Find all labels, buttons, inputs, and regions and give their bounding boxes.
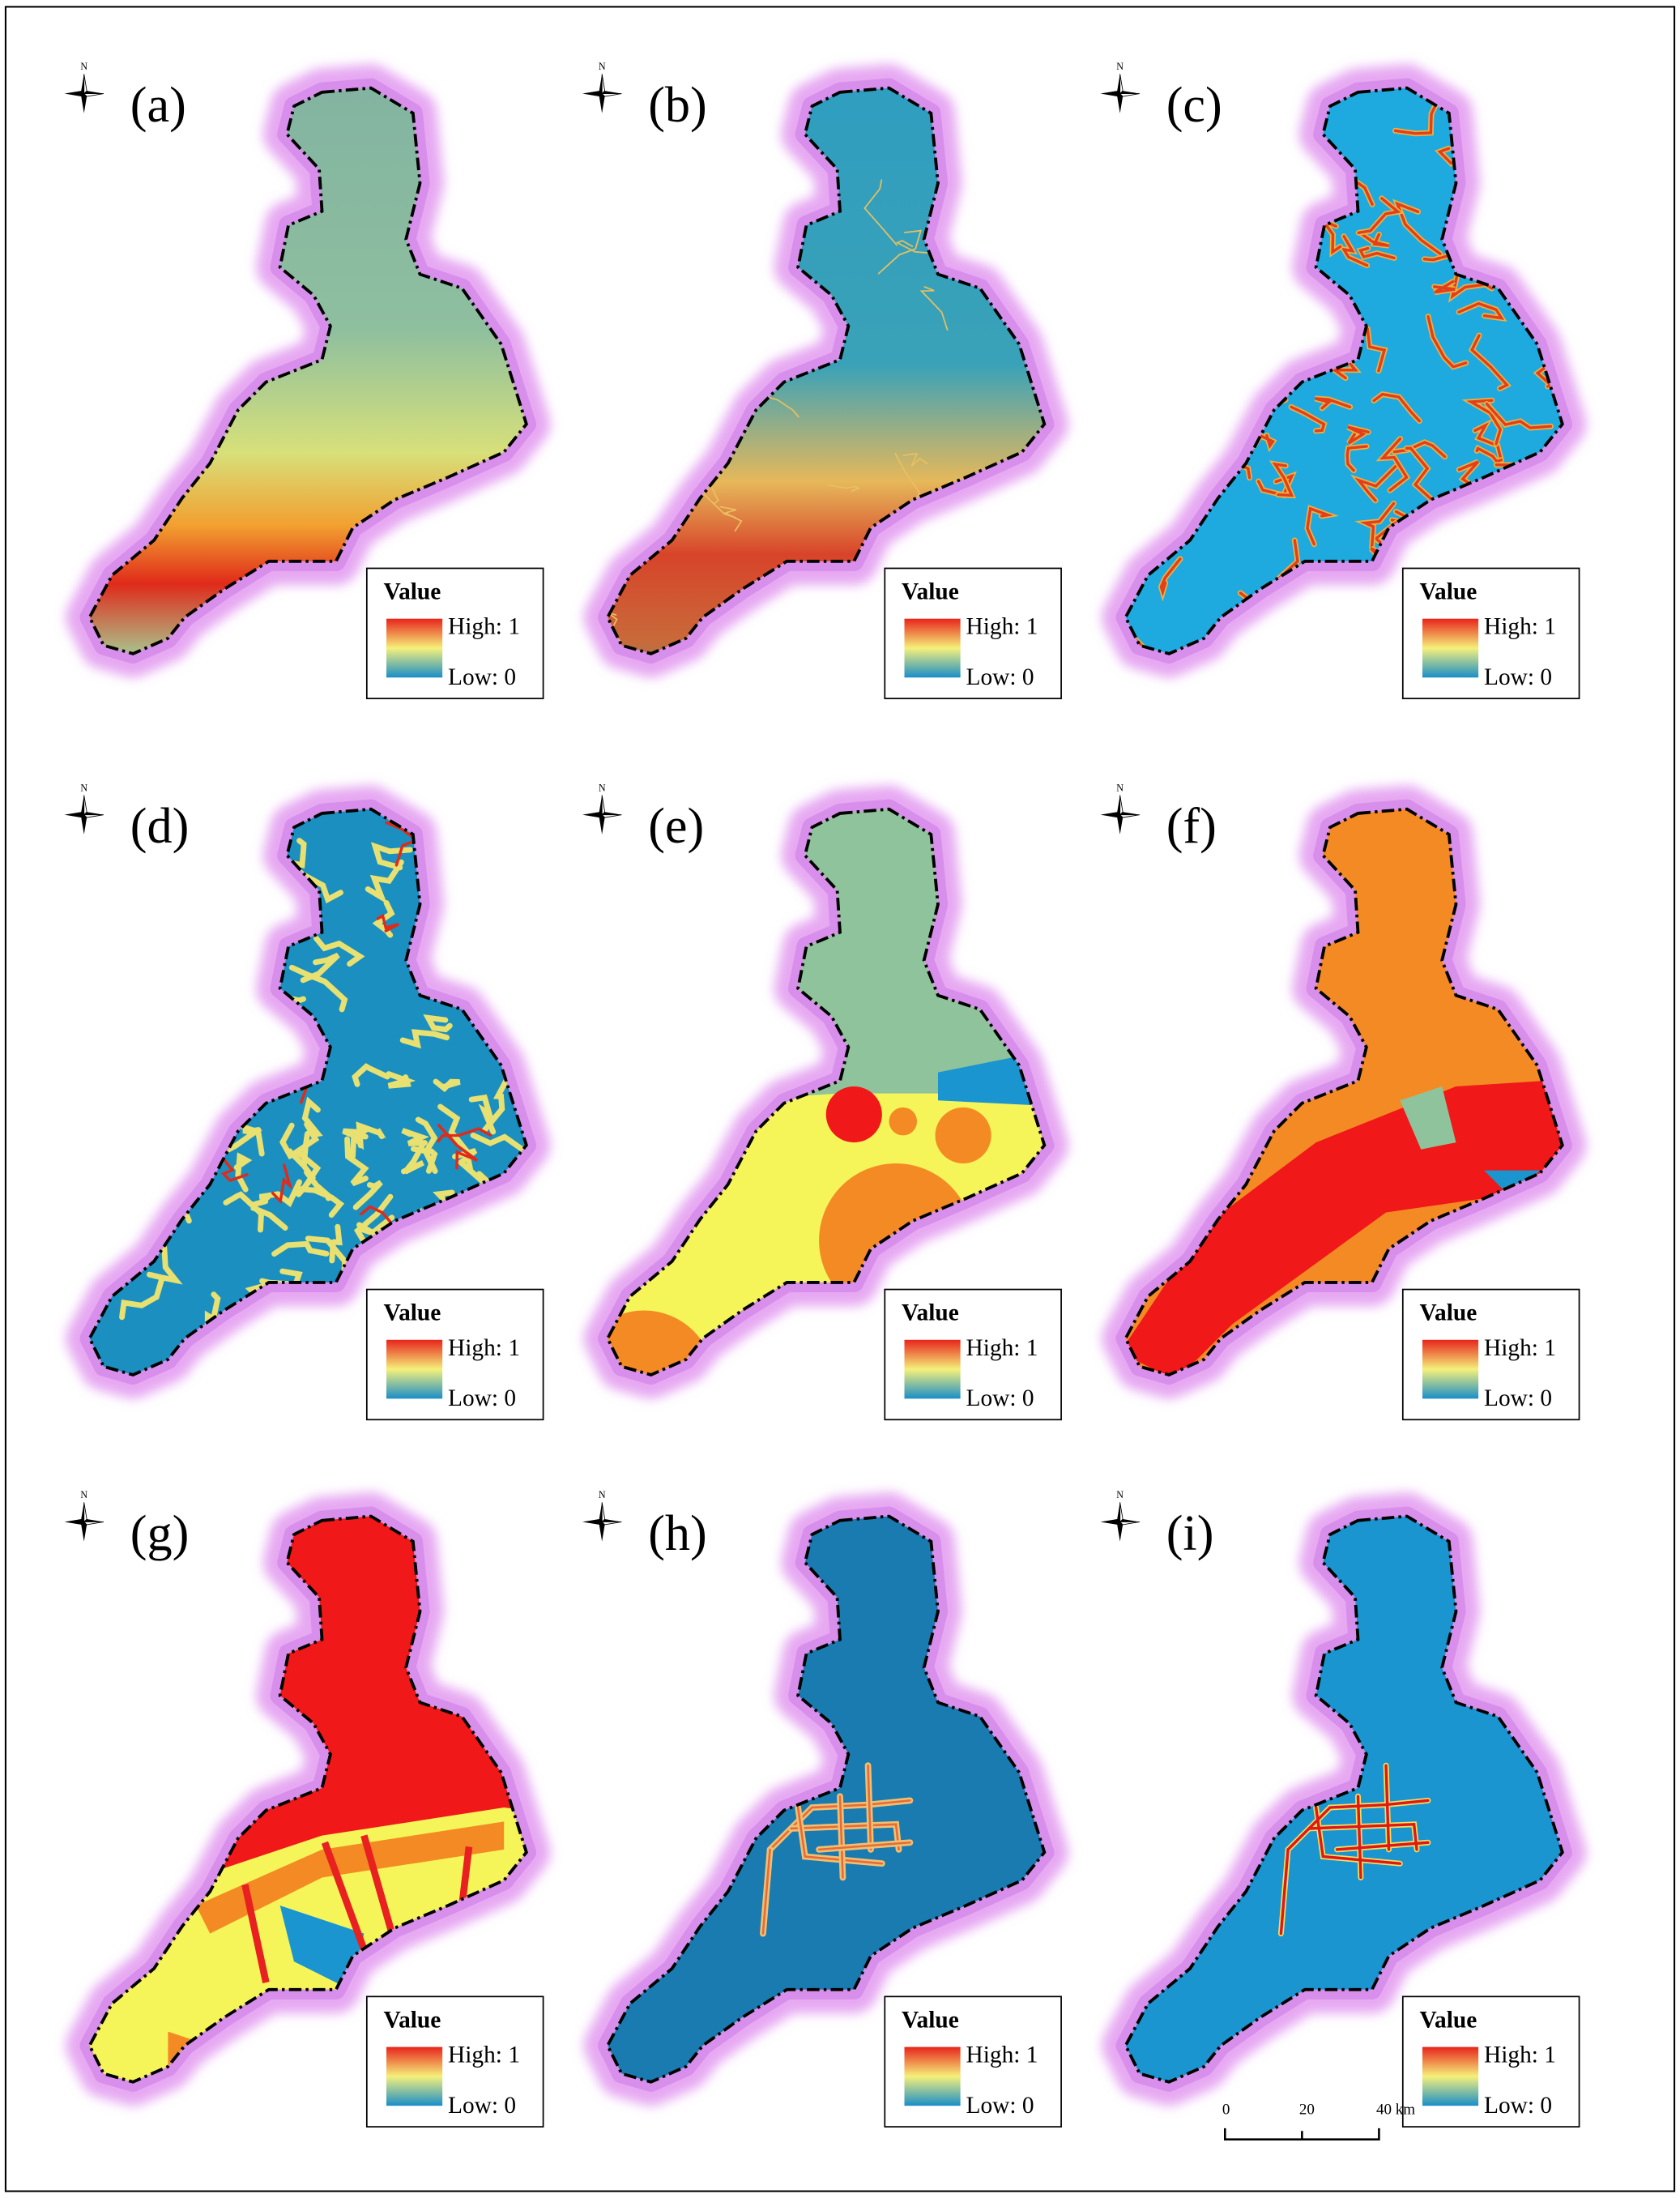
north-arrow: N (64, 61, 104, 113)
legend-ramp (1422, 618, 1479, 678)
legend-title: Value (384, 1300, 441, 1326)
boundary (605, 807, 1047, 1376)
legend: Value High: 1 Low: 0 (1401, 1288, 1580, 1421)
legend-low: Low: 0 (448, 2093, 516, 2119)
legend-title: Value (902, 2007, 959, 2033)
north-label: N (1116, 782, 1124, 793)
boundary (1124, 807, 1564, 1376)
legend: Value High: 1 Low: 0 (884, 1995, 1062, 2128)
legend-low: Low: 0 (966, 1385, 1034, 1411)
north-label: N (1116, 1489, 1124, 1500)
north-arrow: N (582, 61, 622, 113)
legend-title: Value (1420, 1300, 1477, 1326)
panel-label: (c) (1166, 78, 1222, 133)
north-label: N (599, 61, 606, 72)
panel-label: (e) (648, 799, 704, 854)
legend-high: High: 1 (448, 614, 520, 640)
panel-label: (g) (130, 1506, 190, 1561)
boundary (87, 1514, 528, 2084)
legend-ramp (904, 618, 961, 678)
legend-ramp (1422, 2046, 1479, 2106)
legend-ramp (1422, 1339, 1479, 1399)
scale-label: 20 (1299, 2102, 1315, 2119)
legend-high: High: 1 (1484, 1335, 1556, 1361)
boundary (87, 807, 528, 1376)
legend: Value High: 1 Low: 0 (884, 567, 1062, 700)
boundary (605, 1514, 1047, 2084)
north-arrow: N (1100, 1489, 1140, 1542)
north-label: N (80, 61, 87, 72)
legend-title: Value (1420, 2007, 1477, 2033)
legend-title: Value (384, 578, 441, 604)
legend-ramp (386, 1339, 443, 1399)
north-arrow: N (582, 782, 622, 834)
legend-low: Low: 0 (448, 664, 516, 690)
scale-label: 0 (1222, 2102, 1230, 2119)
scale-label: 40 km (1376, 2102, 1415, 2119)
north-arrow: N (582, 1489, 622, 1542)
legend-title: Value (1420, 578, 1477, 604)
legend-ramp (386, 2046, 443, 2106)
legend: Value High: 1 Low: 0 (884, 1288, 1062, 1421)
boundary (605, 86, 1047, 655)
panel-label: (d) (130, 799, 190, 854)
north-label: N (80, 1489, 87, 1500)
north-arrow: N (64, 1489, 104, 1542)
legend-high: High: 1 (1484, 614, 1556, 640)
north-arrow: N (64, 782, 104, 834)
legend: Value High: 1 Low: 0 (365, 1995, 544, 2128)
legend: Value High: 1 Low: 0 (365, 567, 544, 700)
legend-title: Value (902, 1300, 959, 1326)
panel-label: (a) (130, 78, 186, 133)
legend-low: Low: 0 (448, 1385, 516, 1411)
legend-high: High: 1 (448, 1335, 520, 1361)
legend-high: High: 1 (1484, 2042, 1556, 2068)
legend-low: Low: 0 (1484, 1385, 1552, 1411)
legend-high: High: 1 (966, 2042, 1038, 2068)
north-arrow: N (1100, 782, 1140, 834)
panel-label: (b) (648, 78, 707, 133)
scale-bar: 0 20 40 km (1222, 2102, 1415, 2140)
legend-low: Low: 0 (1484, 664, 1552, 690)
legend-high: High: 1 (966, 1335, 1038, 1361)
north-label: N (1116, 61, 1124, 72)
legend-title: Value (384, 2007, 441, 2033)
north-label: N (80, 782, 87, 793)
legend: Value High: 1 Low: 0 (1401, 567, 1580, 700)
legend: Value High: 1 Low: 0 (1401, 1995, 1580, 2128)
north-arrow: N (1100, 61, 1140, 113)
legend-ramp (904, 1339, 961, 1399)
legend-low: Low: 0 (966, 664, 1034, 690)
panel-label: (i) (1166, 1506, 1214, 1561)
north-label: N (599, 782, 606, 793)
boundary (87, 86, 528, 655)
legend-ramp (386, 618, 443, 678)
panel-label: (f) (1166, 799, 1217, 854)
boundary (1124, 86, 1564, 655)
legend-title: Value (902, 578, 959, 604)
legend-high: High: 1 (448, 2042, 520, 2068)
panel-label: (h) (648, 1506, 707, 1561)
legend-high: High: 1 (966, 614, 1038, 640)
legend-low: Low: 0 (1484, 2093, 1552, 2119)
legend-low: Low: 0 (966, 2093, 1034, 2119)
legend: Value High: 1 Low: 0 (365, 1288, 544, 1421)
north-label: N (599, 1489, 606, 1500)
boundary (1124, 1514, 1564, 2084)
legend-ramp (904, 2046, 961, 2106)
